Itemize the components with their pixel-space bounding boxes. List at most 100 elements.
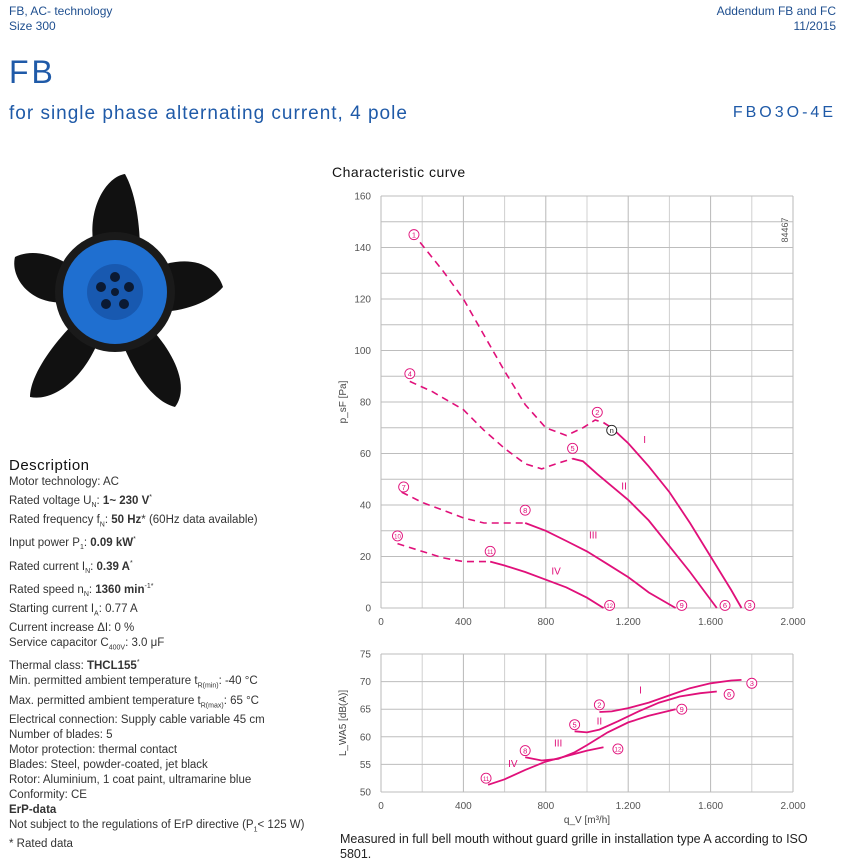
point-marker: [408, 229, 420, 241]
x-tick-label: 1.200: [616, 617, 641, 628]
description-text: R(min): [197, 682, 219, 690]
header-addendum: Addendum FB and FC: [716, 4, 836, 18]
x-tick-label: 1.600: [698, 801, 723, 812]
measurement-note: Measured in full bell mouth without guar…: [340, 832, 808, 861]
description-text: : 0.77 A: [98, 602, 138, 615]
description-text: :: [83, 537, 91, 550]
description-line: Service capacitor C400V: 3.0 μF: [9, 636, 305, 655]
series-IV-line: [487, 746, 604, 786]
point-label: 7: [402, 483, 406, 492]
point-label: 2: [597, 701, 601, 710]
description-text: *: [136, 659, 140, 667]
description-text: Rated frequency f: [9, 514, 100, 527]
description-text: :: [96, 494, 103, 507]
point-marker: [719, 599, 731, 611]
series-I-dashed-line: [419, 241, 604, 437]
description-text: 1: [253, 826, 258, 834]
description-text: N: [99, 521, 105, 529]
point-marker: [519, 504, 531, 516]
description-text: *: [133, 536, 136, 544]
description-text: Rated speed n: [9, 583, 84, 596]
description-line: Current increase ΔI: 0 %: [9, 621, 305, 636]
description-text: 400V: [108, 644, 126, 652]
header-left: FB, AC- technology Size 300: [9, 4, 112, 34]
point-label: 3: [748, 601, 752, 610]
header-date: 11/2015: [793, 19, 837, 33]
description-heading: Description: [9, 457, 90, 474]
x-tick-label: 800: [537, 801, 554, 812]
description-text: < 125 W): [257, 818, 305, 831]
y-tick-label: 60: [360, 732, 372, 743]
chart-1: 0 400 800 1.200 1.600 2.000 0 20 40 60 80 100 120 140…: [338, 192, 806, 629]
description-line: Rotor: Aluminium, 1 coat paint, ultramar…: [9, 773, 305, 788]
description-line: Motor technology: AC: [9, 475, 305, 490]
point-label: 2: [595, 408, 599, 417]
point-marker: [604, 599, 616, 611]
description-line: Motor protection: thermal contact: [9, 743, 305, 758]
point-marker: [398, 481, 410, 493]
point-marker: [723, 688, 735, 700]
point-marker: [519, 745, 531, 757]
x-tick-label: 0: [378, 617, 384, 628]
page-title: FB: [9, 54, 56, 90]
fan-icon: [14, 174, 223, 407]
description-text: 0.09 kW: [90, 537, 134, 550]
point-marker: [593, 699, 605, 711]
description-line: Starting current IA: 0.77 A: [9, 602, 305, 621]
point-label: 6: [723, 601, 727, 610]
description-line: Thermal class: THCL155*: [9, 655, 305, 674]
point-marker: [746, 677, 758, 689]
description-text: Thermal class:: [9, 660, 87, 673]
point-marker: [567, 442, 579, 454]
point-marker: [591, 406, 603, 418]
curve-label: IV: [508, 759, 518, 770]
description-text: 1: [79, 544, 84, 552]
description-line: Rated current IN: 0.39 A*: [9, 556, 305, 579]
description-text: * (60Hz data available): [141, 514, 258, 527]
description-text: : 3.0 μF: [125, 637, 165, 650]
description-text: THCL155: [86, 660, 137, 673]
curve-label: I: [639, 686, 642, 697]
description-line: ErP-data: [9, 803, 305, 818]
curve-label: II: [597, 717, 603, 728]
x-tick-label: 800: [537, 617, 554, 628]
description-text: : -40 °C: [218, 675, 258, 688]
description-text: R(max): [200, 701, 224, 709]
point-label: 3: [750, 679, 754, 688]
y-tick-label: 60: [360, 449, 372, 460]
description-text: 0.39 A: [96, 560, 130, 573]
page-subtitle: for single phase alternating current, 4 …: [9, 103, 408, 124]
model-number: FBO3O-4E: [732, 104, 836, 121]
description-line: * Rated data: [9, 837, 305, 852]
y-axis-label: L_WA5 [dB(A)]: [338, 690, 349, 757]
y-tick-label: 0: [365, 604, 371, 615]
description-text: Blades: Steel, powder-coated, jet black: [9, 758, 208, 771]
series-II-line: [574, 690, 717, 734]
y-tick-label: 120: [354, 295, 371, 306]
description-line: Number of blades: 5: [9, 728, 305, 743]
description-text: A: [94, 610, 99, 618]
description-text: Not subject to the regulations of ErP di…: [9, 818, 254, 831]
x-tick-label: 2.000: [780, 617, 805, 628]
y-tick-label: 100: [354, 346, 371, 357]
figure-id: 84467: [780, 217, 790, 242]
description-text: ErP-data: [9, 803, 57, 816]
description-text: Min. permitted ambient temperature t: [9, 675, 198, 688]
chart-title: Characteristic curve: [332, 164, 466, 180]
y-axis-label: p_sF [Pa]: [338, 380, 349, 423]
description-text: Service capacitor C: [9, 637, 109, 650]
y-tick-label: 40: [360, 501, 372, 512]
y-tick-label: 65: [360, 705, 372, 716]
description-text: Rotor: Aluminium, 1 coat paint, ultramar…: [9, 773, 252, 786]
description-text: Max. permitted ambient temperature t: [9, 694, 201, 707]
x-tick-label: 1.200: [616, 801, 641, 812]
description-line: Blades: Steel, powder-coated, jet black: [9, 758, 305, 773]
description-text: *: [149, 494, 153, 501]
description-text: * Rated data: [9, 838, 73, 851]
description-text: 50 Hz: [111, 514, 142, 527]
header-series: FB, AC- technology: [9, 4, 113, 18]
description-text: :: [90, 560, 97, 573]
description-text: Rated voltage U: [9, 494, 92, 507]
point-marker: [612, 743, 624, 755]
y-tick-label: 140: [354, 243, 371, 254]
